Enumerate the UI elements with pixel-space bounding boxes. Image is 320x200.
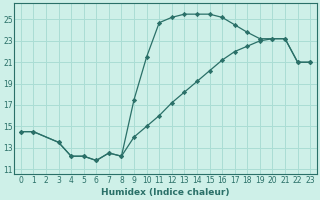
X-axis label: Humidex (Indice chaleur): Humidex (Indice chaleur) <box>101 188 230 197</box>
